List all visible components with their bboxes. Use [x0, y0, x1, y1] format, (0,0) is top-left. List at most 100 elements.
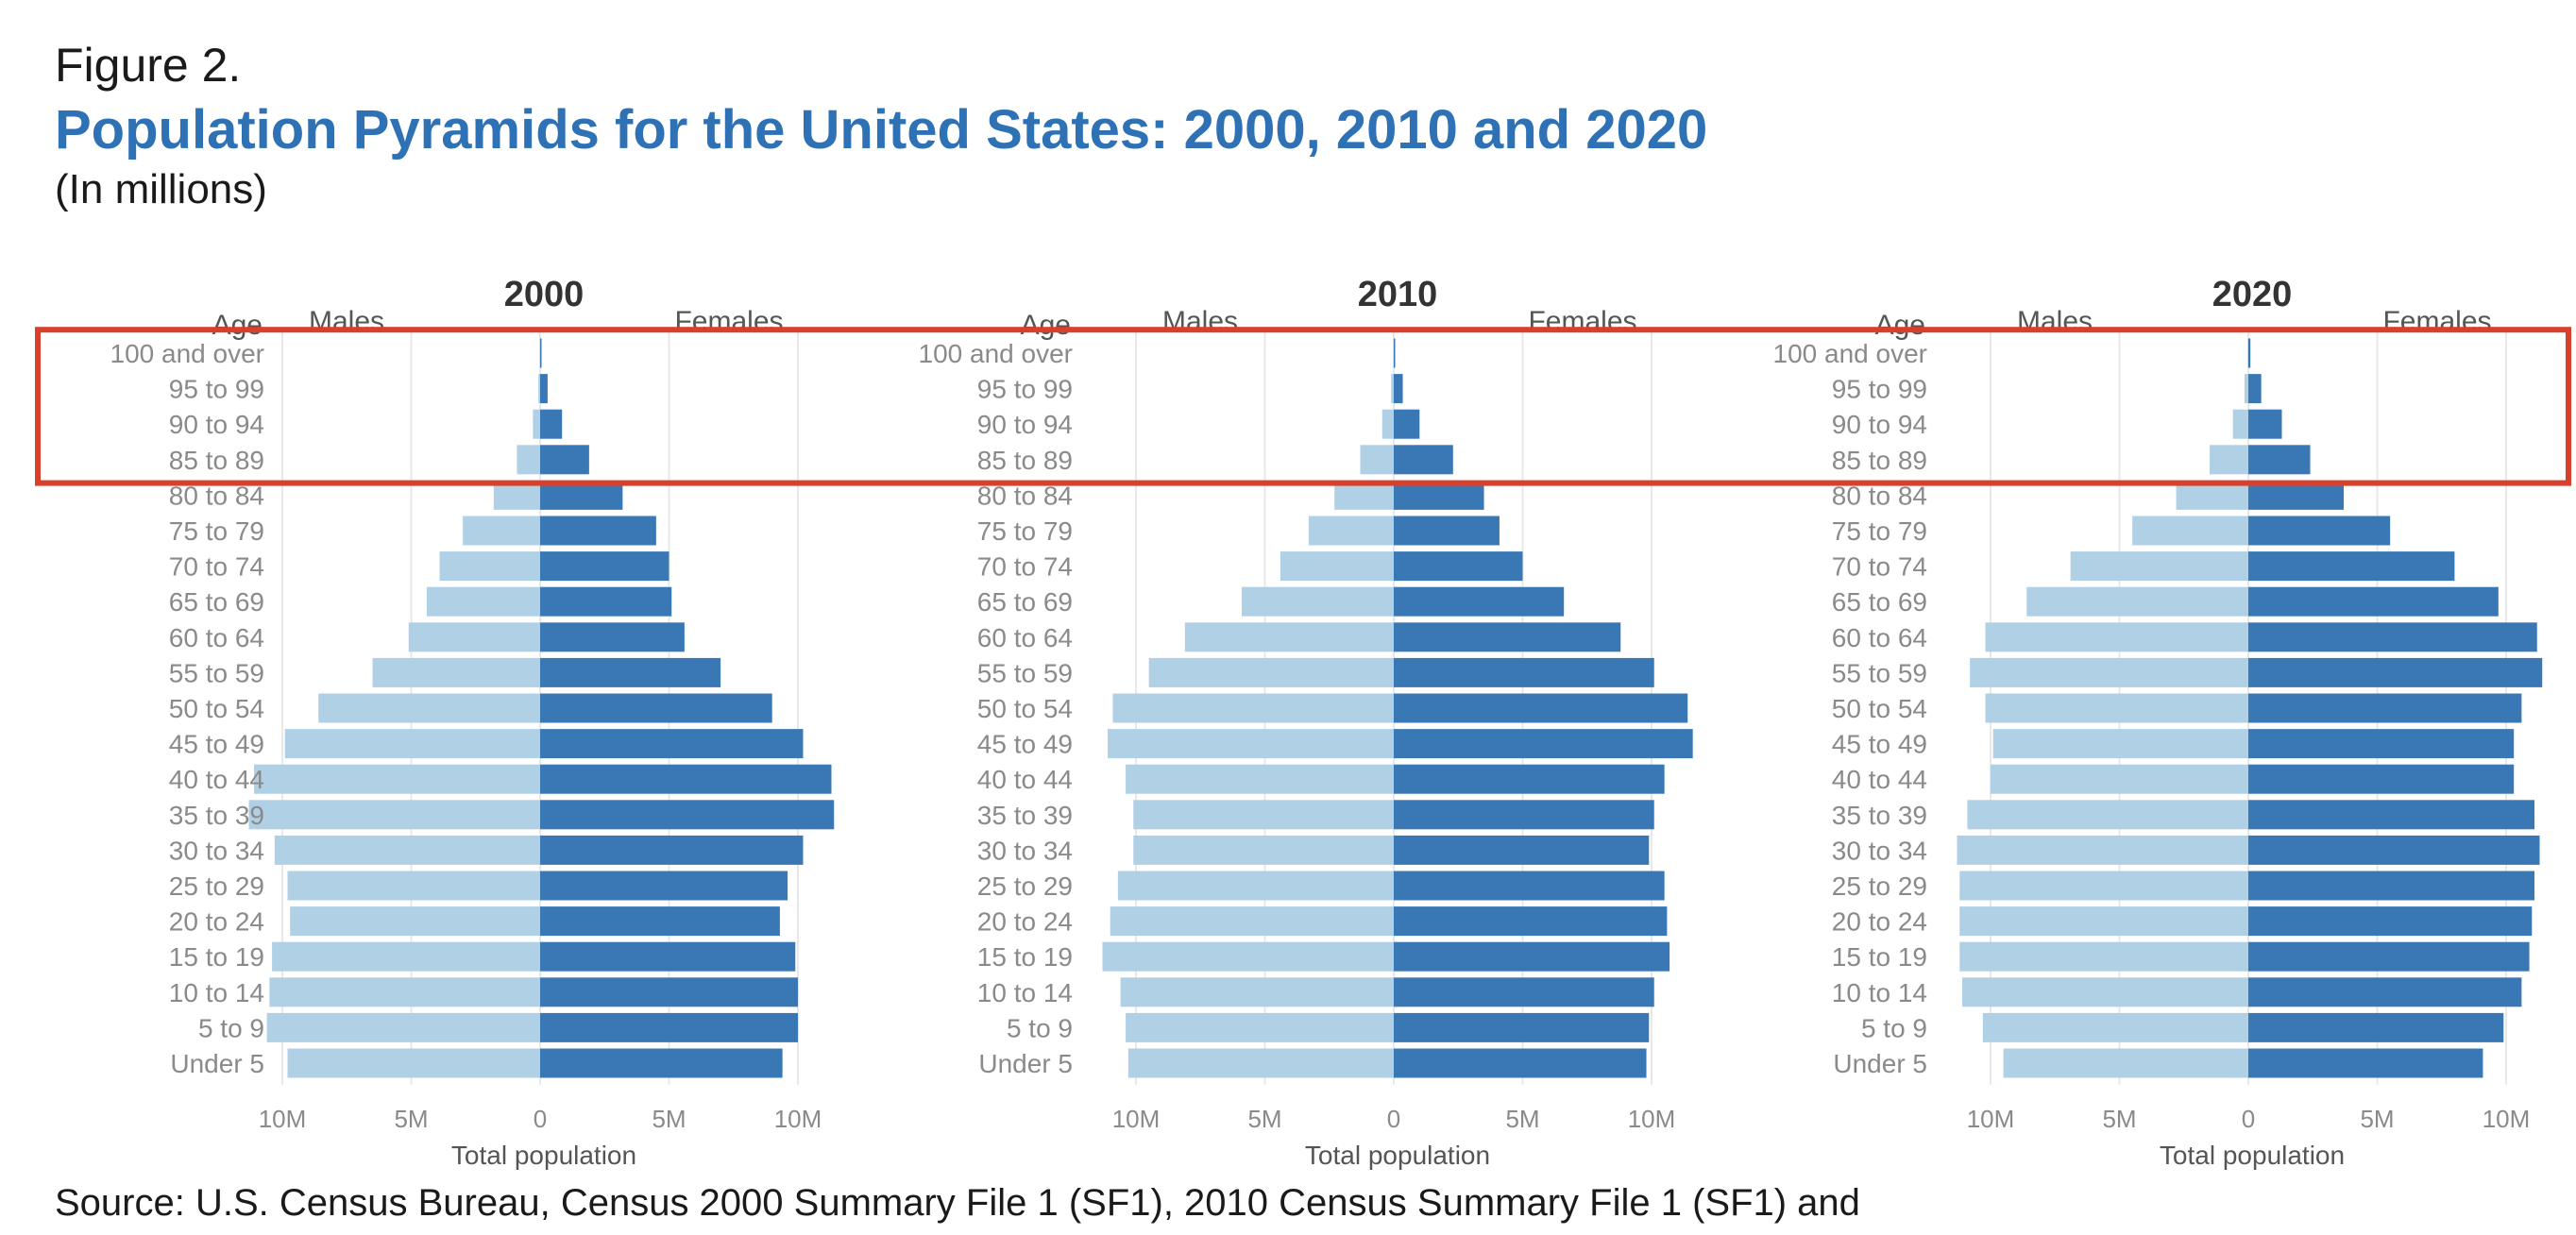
age-label: 25 to 29	[977, 871, 1073, 901]
bar-females	[540, 729, 804, 759]
bar-females	[1394, 445, 1453, 475]
bar-males	[1112, 693, 1394, 723]
age-label: 90 to 94	[1832, 410, 1927, 439]
age-label: 70 to 74	[977, 552, 1073, 582]
age-label: 20 to 24	[977, 907, 1073, 937]
bar-females	[1394, 338, 1396, 368]
x-tick-label: 0	[534, 1105, 547, 1133]
bar-females	[1394, 800, 1654, 830]
bar-females	[2248, 835, 2540, 865]
age-label: 25 to 29	[1832, 871, 1927, 901]
bar-females	[540, 516, 656, 546]
x-tick-label: 5M	[1505, 1105, 1539, 1133]
age-label: 20 to 24	[1832, 907, 1927, 937]
bar-females	[1394, 941, 1670, 972]
bar-males	[2232, 409, 2248, 439]
bar-females	[540, 871, 788, 901]
age-label: 65 to 69	[977, 587, 1073, 617]
bar-females	[540, 551, 669, 582]
bar-females	[540, 1012, 798, 1042]
age-label: 45 to 49	[1832, 730, 1927, 759]
bar-males	[1133, 800, 1394, 830]
bar-males	[533, 409, 540, 439]
bar-females	[2248, 338, 2251, 368]
bar-males	[372, 657, 540, 687]
bar-females	[2248, 871, 2535, 901]
bar-females	[1394, 729, 1693, 759]
bar-females	[2248, 693, 2522, 723]
age-label: 25 to 29	[169, 871, 264, 901]
age-label: 95 to 99	[169, 375, 264, 404]
x-tick-label: 10M	[1628, 1105, 1676, 1133]
bar-males	[1991, 764, 2248, 794]
bar-males	[1959, 941, 2248, 972]
bar-females	[540, 941, 796, 972]
bar-males	[1391, 374, 1394, 404]
bar-males	[1970, 657, 2248, 687]
bar-females	[2248, 657, 2543, 687]
bar-females	[2248, 445, 2311, 475]
bar-males	[269, 977, 540, 1007]
bar-females	[540, 1048, 783, 1078]
bar-males	[2003, 1048, 2248, 1078]
age-label: 50 to 54	[977, 694, 1073, 723]
bar-females	[2248, 622, 2537, 652]
x-axis-label: Total population	[2160, 1141, 2345, 1170]
age-label: 100 and over	[919, 339, 1073, 368]
bar-males	[538, 374, 540, 404]
chart-title-2010: 2010	[1358, 275, 1438, 314]
bar-males	[1985, 693, 2248, 723]
bar-males	[517, 445, 540, 475]
bar-females	[540, 977, 798, 1007]
age-label: 95 to 99	[977, 375, 1073, 404]
bar-females	[1394, 551, 1523, 582]
age-label: 5 to 9	[198, 1013, 264, 1042]
x-tick-label: 5M	[1247, 1105, 1281, 1133]
age-label: 40 to 44	[1832, 765, 1927, 794]
bar-females	[2248, 729, 2515, 759]
bar-females	[1394, 409, 1420, 439]
age-label: 75 to 79	[977, 516, 1073, 546]
bar-females	[2248, 941, 2530, 972]
bar-males	[1381, 409, 1394, 439]
bar-males	[1308, 516, 1394, 546]
age-label: 15 to 19	[1832, 942, 1927, 972]
figure-label: Figure 2.	[55, 39, 242, 92]
bar-males	[1961, 977, 2248, 1007]
figure-title: Population Pyramids for the United State…	[55, 99, 1708, 161]
highlight-box-oldest-ages	[35, 327, 2571, 486]
bar-females	[1394, 374, 1403, 404]
chart-title-2000: 2000	[504, 275, 585, 314]
bar-males	[318, 693, 540, 723]
bar-females	[540, 338, 542, 368]
bar-females	[2248, 906, 2533, 937]
age-label: 65 to 69	[1832, 587, 1927, 617]
bar-males	[1107, 729, 1394, 759]
age-label: 10 to 14	[977, 978, 1073, 1007]
age-label: 10 to 14	[169, 978, 264, 1007]
bar-females	[2248, 516, 2391, 546]
bar-males	[1959, 906, 2248, 937]
bar-females	[1394, 1048, 1647, 1078]
bar-males	[290, 906, 540, 937]
bar-males	[272, 941, 540, 972]
bar-females	[1394, 871, 1665, 901]
age-label: 35 to 39	[169, 801, 264, 830]
bar-males	[287, 1048, 540, 1078]
age-axis-header: Age	[1875, 310, 1925, 341]
age-label: 40 to 44	[169, 765, 264, 794]
x-axis-label: Total population	[451, 1141, 636, 1170]
bar-males	[1127, 1048, 1394, 1078]
bar-males	[1110, 906, 1394, 937]
bar-males	[1120, 977, 1394, 1007]
x-tick-label: 5M	[652, 1105, 686, 1133]
age-label: 60 to 64	[977, 623, 1073, 652]
bar-females	[1394, 977, 1654, 1007]
bar-females	[1394, 835, 1650, 865]
age-label: 90 to 94	[977, 410, 1073, 439]
bar-males	[2210, 445, 2248, 475]
x-tick-label: 10M	[2483, 1105, 2531, 1133]
bar-females	[540, 586, 672, 617]
age-label: 85 to 89	[977, 446, 1073, 475]
bar-females	[2248, 977, 2522, 1007]
